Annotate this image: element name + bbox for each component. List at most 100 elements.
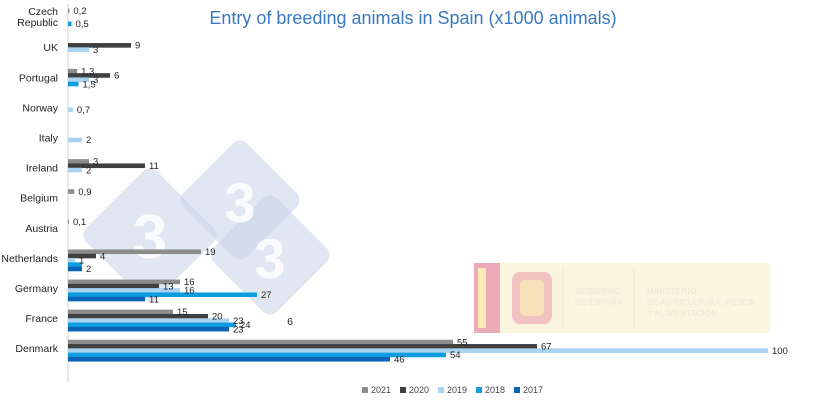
category-label-belgium: Belgium: [20, 193, 58, 205]
bar-uk-2019: [68, 47, 89, 52]
legend-label-2021: 2021: [371, 385, 391, 395]
data-label-netherlands-2019: 1: [79, 256, 84, 267]
legend-label-2019: 2019: [447, 385, 467, 395]
bar-portugal-2020: [68, 73, 110, 78]
bar-denmark-2018: [68, 352, 446, 358]
data-label-germany-2018: 27: [261, 290, 272, 301]
data-label-germany-2017: 11: [149, 294, 159, 305]
data-label-ireland-2021: 3: [93, 157, 98, 168]
bar-norway-2019: [68, 107, 73, 113]
legend-swatch-2018: [476, 387, 482, 393]
legend-label-2017: 2017: [523, 385, 543, 395]
bar-denmark-2019: [68, 348, 768, 353]
data-label-ireland-2019: 2: [86, 165, 91, 176]
bar-france-2018: [68, 322, 236, 328]
legend-swatch-2017: [514, 387, 520, 393]
bar-denmark-2020: [68, 344, 537, 349]
ministry-logo: GOBIERNO DE ESPAÑA MINISTERIO DE AGRICUL…: [474, 263, 770, 333]
bar-france-2019: [68, 318, 229, 323]
data-label-denmark-2021: 55: [457, 337, 468, 348]
category-label-netherlands: Netherlands: [1, 253, 58, 265]
logo-left-line-1: GOBIERNO: [575, 287, 621, 296]
legend-swatch-2019: [438, 387, 444, 393]
bar-denmark-2017: [68, 356, 390, 362]
data-label-denmark-2018: 54: [450, 350, 461, 361]
data-label-denmark-2017: 46: [394, 354, 405, 365]
data-label-portugal-2019: 3: [93, 75, 98, 86]
category-label-france: France: [25, 313, 58, 325]
bar-netherlands-2018: [68, 262, 82, 267]
bar-belgium-2021: [68, 189, 75, 194]
data-label-uk-2019: 3: [93, 45, 98, 56]
category-label-ireland: Ireland: [26, 163, 58, 175]
bar-germany-2020: [68, 283, 159, 289]
bar-italy-2019: [68, 137, 82, 143]
bar-portugal-2019: [68, 77, 89, 83]
bar-portugal-2021: [68, 68, 78, 74]
logo-right-line-3: Y ALIMENTACIÓN: [647, 309, 718, 318]
data-label-france-2019: 23: [233, 316, 244, 327]
data-label-france-2020: 20: [212, 311, 223, 322]
category-label-italy: Italy: [39, 132, 59, 144]
svg-text:3: 3: [224, 171, 255, 234]
category-label-denmark: Denmark: [15, 343, 58, 355]
data-label-norway-2019: 0,7: [77, 105, 90, 116]
bar-germany-2017: [68, 296, 145, 302]
data-label-netherlands-2017: 2: [86, 264, 91, 275]
data-label-portugal-2020: 6: [114, 71, 119, 82]
legend-label-2020: 2020: [409, 385, 429, 395]
bar-france-2020: [68, 313, 208, 319]
category-label-portugal: Portugal: [19, 72, 58, 84]
legend: 2021 2020 2019 2018 2017: [362, 385, 543, 395]
bar-ireland-2021: [68, 159, 89, 164]
bar-france-2021: [68, 309, 173, 315]
bar-denmark-2021: [68, 339, 453, 345]
data-label-uk-2020: 9: [135, 41, 140, 52]
category-labels: Czech Republic UK Portugal Norway Italy Irelan…: [1, 6, 58, 355]
data-label-netherlands-2020: 4: [100, 251, 105, 262]
data-label-germany-2020: 13: [163, 281, 174, 292]
bar-germany-2021: [68, 279, 180, 285]
bar-czech-republic-2018: [68, 21, 72, 27]
bar-germany-2018: [68, 292, 257, 298]
bar-portugal-2018: [68, 81, 79, 87]
logo-right-line-2: DE AGRICULTURA, PESCA: [647, 298, 755, 307]
bar-austria-2021: [68, 219, 69, 224]
bar-netherlands-2021: [68, 249, 201, 255]
data-label-france-2021: 15: [177, 307, 188, 318]
svg-text:3: 3: [133, 203, 167, 272]
bar-ireland-2020: [68, 163, 145, 169]
data-label-france-2017: 23: [233, 324, 244, 335]
category-label-germany: Germany: [15, 283, 59, 295]
bar-germany-2019: [68, 288, 180, 293]
data-label-germany-2021: 16: [184, 277, 195, 288]
legend-swatch-2021: [362, 387, 368, 393]
svg-text:3: 3: [254, 227, 285, 290]
watermark-333: 3 3 3: [83, 140, 330, 315]
bar-netherlands-2017: [68, 266, 82, 272]
data-label-ireland-2020: 11: [149, 161, 159, 172]
logo-left-line-2: DE ESPAÑA: [575, 298, 623, 307]
data-label-germany-2019: 16: [184, 286, 195, 297]
data-label-austria-2021: 0,1: [73, 217, 86, 228]
data-label-belgium-2021: 0,9: [78, 187, 91, 198]
legend-label-2018: 2018: [485, 385, 505, 395]
data-label-france-2018: 24: [240, 320, 251, 331]
bar-series: [68, 8, 768, 362]
data-label-denmark-2020: 67: [541, 342, 552, 353]
category-label-czech-republic: Czech Republic: [17, 6, 58, 29]
bar-uk-2020: [68, 43, 131, 48]
logo-right-line-1: MINISTERIO: [647, 287, 697, 296]
category-label-norway: Norway: [22, 102, 58, 114]
legend-swatch-2020: [400, 387, 406, 393]
bar-netherlands-2020: [68, 253, 96, 259]
bar-ireland-2019: [68, 167, 82, 173]
data-label-czech-republic-2021: 0,2: [73, 6, 86, 17]
chart-title: Entry of breeding animals in Spain (x100…: [209, 8, 616, 28]
bar-netherlands-2019: [68, 258, 75, 263]
bar-france-2017: [68, 326, 229, 332]
data-label-denmark-2019: 100: [772, 346, 788, 357]
data-label-netherlands-2021: 19: [205, 247, 216, 258]
